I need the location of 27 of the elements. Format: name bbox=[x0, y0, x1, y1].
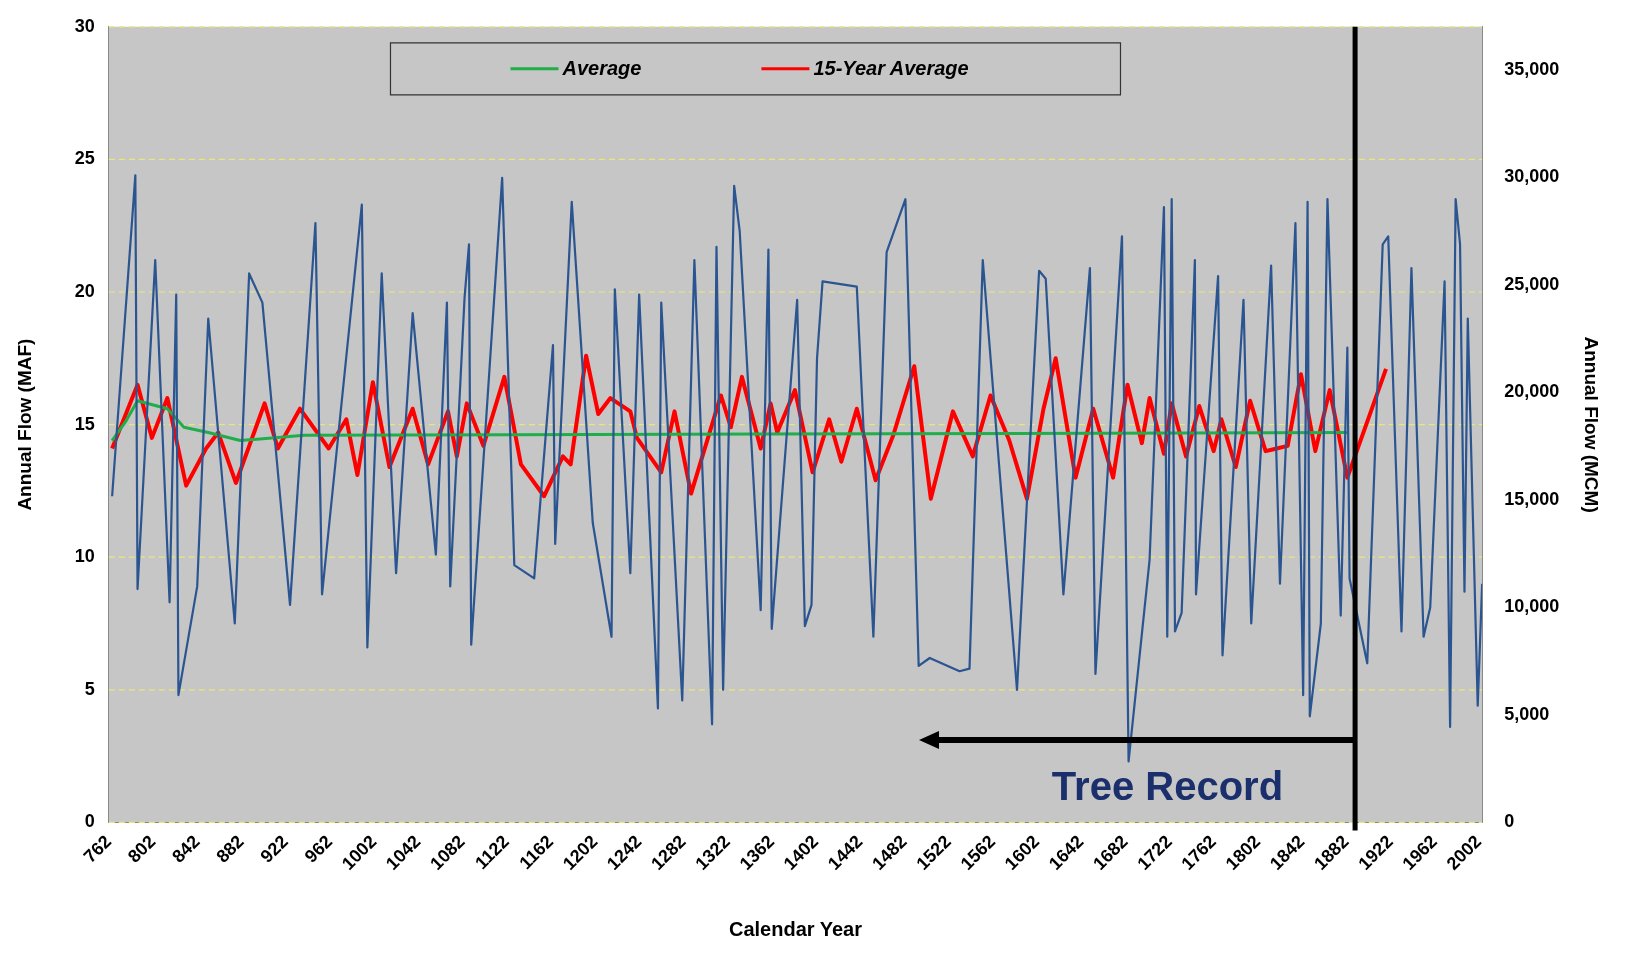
x-tick-label: 882 bbox=[212, 831, 248, 867]
y-tick-label: 15 bbox=[74, 413, 95, 434]
y2-tick-label: 20,000 bbox=[1504, 381, 1560, 402]
annotation: Tree Record bbox=[1051, 764, 1284, 809]
y-tick-label: 20 bbox=[74, 280, 95, 301]
y2-tick-label: 15,000 bbox=[1504, 488, 1560, 509]
y2-tick-label: 10,000 bbox=[1504, 596, 1560, 617]
y-axis-title: Annual Flow (MAF) bbox=[13, 338, 35, 511]
y-tick-label: 5 bbox=[84, 678, 95, 699]
y2-tick-label: 25,000 bbox=[1504, 273, 1560, 294]
legend-label: Average bbox=[561, 57, 642, 80]
y2-tick-label: 5,000 bbox=[1504, 703, 1550, 724]
x-tick-label: 802 bbox=[123, 831, 160, 867]
y-tick-label: 30 bbox=[74, 15, 95, 36]
x-tick-label: 922 bbox=[256, 831, 292, 867]
y2-tick-label: 0 bbox=[1504, 811, 1515, 832]
y2-tick-label: 30,000 bbox=[1504, 166, 1560, 187]
x-axis-title: Calendar Year bbox=[728, 917, 863, 940]
legend-label: 15-Year Average bbox=[813, 57, 969, 80]
y-tick-label: 0 bbox=[84, 811, 95, 832]
y-tick-label: 10 bbox=[74, 546, 95, 567]
y2-axis-title: Annual Flow (MCM) bbox=[1581, 336, 1603, 513]
x-tick-label: 962 bbox=[300, 831, 337, 867]
y-tick-label: 25 bbox=[74, 148, 95, 169]
x-tick-label: 842 bbox=[168, 831, 204, 867]
y2-tick-label: 35,000 bbox=[1504, 58, 1560, 79]
x-tick-label: 762 bbox=[79, 831, 116, 867]
